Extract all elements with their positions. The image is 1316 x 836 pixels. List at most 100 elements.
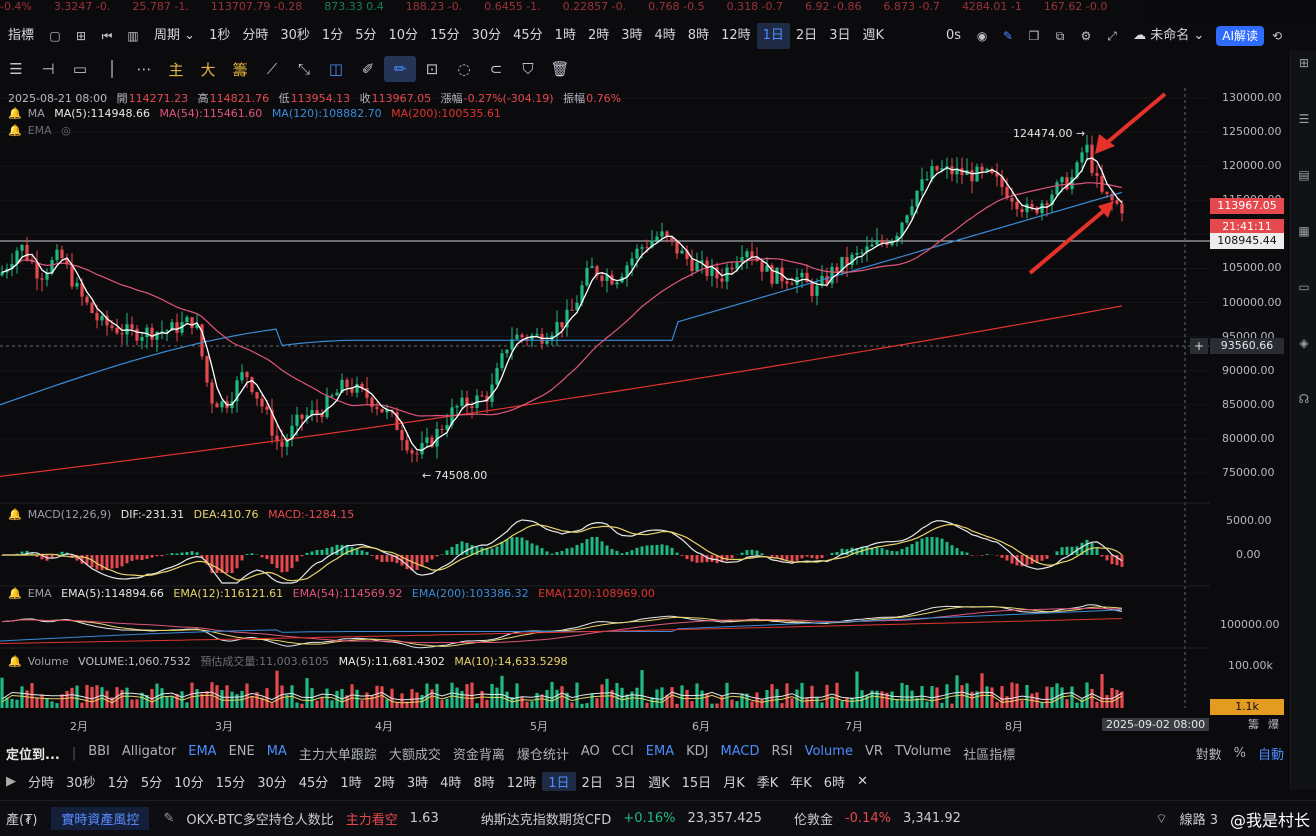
indicator-18[interactable]: 社區指標: [957, 744, 1021, 763]
timeframe-6[interactable]: 15分: [424, 23, 466, 49]
trash-icon[interactable]: 🗑: [544, 56, 576, 82]
tf-bar-20[interactable]: 季K: [751, 772, 785, 791]
rewind-icon[interactable]: ⏮: [94, 23, 120, 49]
close-icon[interactable]: ✕: [851, 774, 874, 789]
ticker-item[interactable]: 25.787 -1.: [132, 0, 188, 13]
lines-label[interactable]: 線路 3: [1174, 809, 1224, 828]
tf-bar-6[interactable]: 30分: [251, 772, 293, 791]
pencil-tool-icon[interactable]: ✏: [384, 56, 416, 82]
timeframe-14[interactable]: 12時: [715, 23, 757, 49]
gold-label[interactable]: 伦敦金: [788, 809, 839, 828]
nasdaq-label[interactable]: 纳斯达克指数期货CFD: [475, 809, 618, 828]
magnet-tool-icon[interactable]: ⊂: [480, 56, 512, 82]
indicator-4[interactable]: MA: [261, 744, 293, 763]
indicator-8[interactable]: 爆仓统计: [511, 744, 575, 763]
indicators-menu[interactable]: 指標: [0, 23, 42, 49]
timeframe-17[interactable]: 3日: [823, 23, 856, 49]
ticker-item[interactable]: 167.62 -0.0: [1044, 0, 1107, 13]
tf-bar-22[interactable]: 6時: [818, 772, 851, 791]
ticker-item[interactable]: 0.768 -0.5: [648, 0, 704, 13]
fullscreen-icon[interactable]: ⤢: [1099, 23, 1125, 49]
timeframe-0[interactable]: 1秒: [203, 23, 236, 49]
calendar-icon[interactable]: ▦: [1291, 218, 1316, 244]
tf-bar-0[interactable]: 分時: [22, 772, 60, 791]
tf-bar-7[interactable]: 45分: [293, 772, 335, 791]
tf-bar-19[interactable]: 月K: [717, 772, 751, 791]
eye-tool-icon[interactable]: ◌: [448, 56, 480, 82]
tf-bar-11[interactable]: 4時: [434, 772, 467, 791]
calendar-icon[interactable]: ▢: [42, 23, 68, 49]
list-icon[interactable]: ☰: [1291, 106, 1316, 132]
bell-icon[interactable]: 🔔: [8, 587, 22, 600]
lock-tool-icon[interactable]: ⊡: [416, 56, 448, 82]
more-tools-icon[interactable]: ⋯: [128, 56, 160, 82]
ruler-tool-icon[interactable]: ✐: [352, 56, 384, 82]
tf-bar-5[interactable]: 15分: [210, 772, 252, 791]
indicator-5[interactable]: 主力大单跟踪: [293, 744, 383, 763]
timeframe-15[interactable]: 1日: [757, 23, 790, 49]
indicator-12[interactable]: KDJ: [680, 744, 714, 763]
menu-icon[interactable]: ☰: [0, 56, 32, 82]
period-dropdown[interactable]: 周期 ⌄: [146, 23, 203, 49]
layout-name[interactable]: ☁ 未命名 ⌄: [1125, 23, 1212, 49]
ticker-item[interactable]: 3.3247 -0.: [54, 0, 110, 13]
percent-toggle[interactable]: %: [1228, 746, 1252, 761]
ticker-item[interactable]: 6.92 -0.86: [805, 0, 861, 13]
tf-bar-1[interactable]: 30秒: [60, 772, 102, 791]
ticker-item[interactable]: 6.873 -0.7: [883, 0, 939, 13]
share-icon[interactable]: ⟲: [1264, 23, 1290, 49]
play-icon[interactable]: ▶: [0, 774, 22, 789]
ticker-item[interactable]: 0.6455 -1.: [484, 0, 540, 13]
chart-canvas[interactable]: [0, 88, 1290, 718]
indicator-1[interactable]: Alligator: [116, 744, 182, 763]
layers-icon[interactable]: ◈: [1291, 330, 1316, 356]
indicator-0[interactable]: BBI: [82, 744, 116, 763]
tf-bar-13[interactable]: 12時: [501, 772, 543, 791]
timeframe-2[interactable]: 30秒: [274, 23, 316, 49]
ticker-item[interactable]: 0.22857 -0.: [563, 0, 626, 13]
tf-bar-2[interactable]: 1分: [102, 772, 135, 791]
timeframe-3[interactable]: 1分: [316, 23, 349, 49]
indicator-9[interactable]: AO: [575, 744, 606, 763]
ticker-item[interactable]: 873.33 0.4: [324, 0, 383, 13]
risk-control-button[interactable]: 實時資產風控: [51, 807, 149, 830]
pen-icon[interactable]: ✎: [995, 23, 1021, 49]
bell-icon[interactable]: 🔔: [8, 655, 22, 668]
log-scale-toggle[interactable]: 對數: [1190, 744, 1228, 763]
locate-button[interactable]: 定位到...: [0, 744, 66, 763]
edit-icon[interactable]: ✎: [157, 811, 180, 826]
indicator-17[interactable]: TVolume: [889, 744, 957, 763]
indicator-10[interactable]: CCI: [606, 744, 640, 763]
indicator-2[interactable]: EMA: [182, 744, 222, 763]
tf-bar-17[interactable]: 週K: [642, 772, 676, 791]
trend-tool-icon[interactable]: ⟋: [256, 56, 288, 82]
timeframe-18[interactable]: 週K: [856, 23, 890, 49]
grid-icon[interactable]: ⊞: [1291, 50, 1316, 76]
timeframe-1[interactable]: 分時: [236, 23, 274, 49]
timeframe-5[interactable]: 10分: [382, 23, 424, 49]
tf-bar-15[interactable]: 2日: [576, 772, 609, 791]
hline-tool-icon[interactable]: ⊣: [32, 56, 64, 82]
timeframe-9[interactable]: 1時: [549, 23, 582, 49]
tf-bar-9[interactable]: 2時: [368, 772, 401, 791]
tf-bar-4[interactable]: 10分: [168, 772, 210, 791]
timeframe-11[interactable]: 3時: [615, 23, 648, 49]
big-order-tool[interactable]: 大: [192, 56, 224, 82]
auto-scale-toggle[interactable]: 自動: [1252, 744, 1290, 763]
tf-bar-12[interactable]: 8時: [467, 772, 500, 791]
grid-icon[interactable]: ⊞: [68, 23, 94, 49]
bell-icon[interactable]: 🔔: [8, 107, 22, 120]
chart-type-icon[interactable]: ▥: [120, 23, 146, 49]
ai-interpret-button[interactable]: AI解读: [1216, 26, 1264, 46]
bell-icon[interactable]: 🔔: [8, 508, 22, 521]
indicator-11[interactable]: EMA: [640, 744, 680, 763]
timeframe-12[interactable]: 4時: [649, 23, 682, 49]
tf-bar-16[interactable]: 3日: [609, 772, 642, 791]
tf-bar-8[interactable]: 1時: [334, 772, 367, 791]
indicator-3[interactable]: ENE: [223, 744, 261, 763]
eye-off-icon[interactable]: ◎: [61, 124, 71, 137]
main-force-tool[interactable]: 主: [160, 56, 192, 82]
timeframe-4[interactable]: 5分: [349, 23, 382, 49]
filter-tool-icon[interactable]: ⛉: [512, 56, 544, 82]
chips-corner-label[interactable]: 籌: [1248, 716, 1259, 732]
